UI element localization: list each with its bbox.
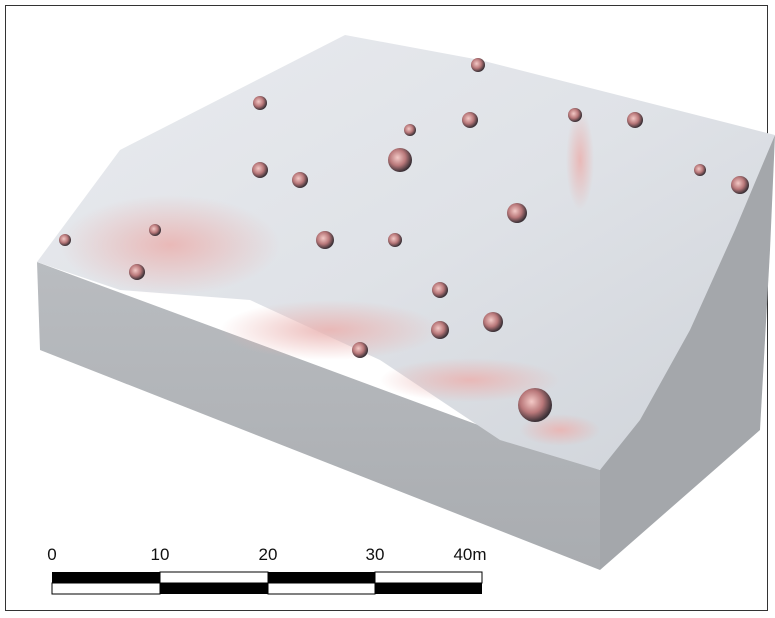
scale-segment <box>375 583 482 594</box>
anomaly-area <box>220 300 440 360</box>
scale-label: 0 <box>47 545 56 564</box>
scale-segment <box>268 572 375 583</box>
anomaly-area <box>60 195 280 295</box>
anomaly-area <box>566 110 594 210</box>
scale-segment <box>160 583 268 594</box>
figure: 0 10 20 30 40m <box>0 0 775 618</box>
scale-label: 10 <box>151 545 170 564</box>
scale-segment <box>375 572 482 583</box>
scale-label: 30 <box>366 545 385 564</box>
scale-segment <box>160 572 268 583</box>
scale-segment <box>268 583 375 594</box>
scale-label: 20 <box>259 545 278 564</box>
scale-segment <box>52 572 160 583</box>
scale-segment <box>52 583 160 594</box>
scale-label: 40m <box>453 545 486 564</box>
